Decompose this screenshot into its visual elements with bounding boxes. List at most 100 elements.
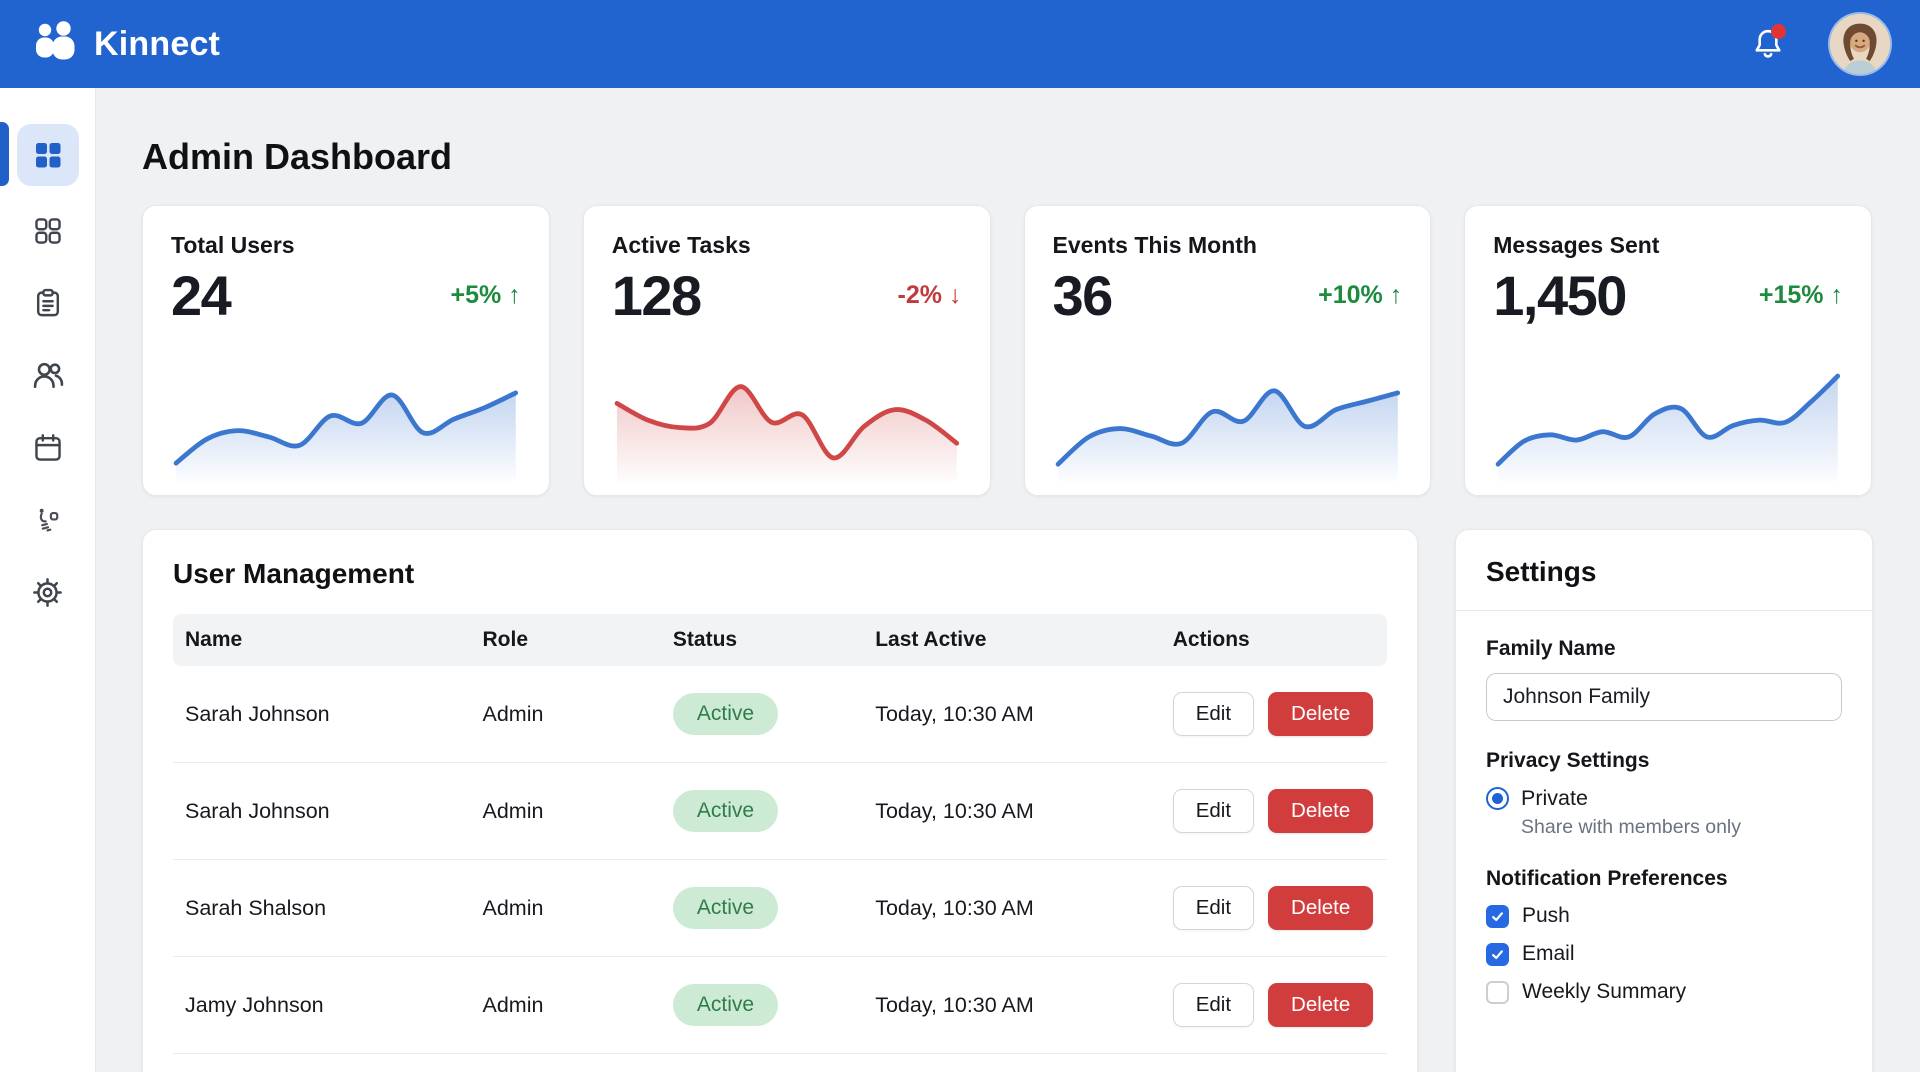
user-management-title: User Management bbox=[173, 558, 415, 589]
column-header: Actions bbox=[1172, 628, 1250, 651]
stat-delta: -2% ↓ bbox=[898, 281, 962, 310]
status-badge: Active bbox=[672, 693, 779, 735]
sidebar-item-settings[interactable] bbox=[31, 575, 65, 609]
page-title: Admin Dashboard bbox=[142, 136, 453, 177]
trend-sparkline bbox=[614, 384, 959, 481]
notification-preferences-label: Notification Preferences bbox=[1486, 867, 1728, 890]
cell-last-active: Today, 10:30 AM bbox=[875, 992, 1034, 1017]
cell-role: Admin bbox=[482, 798, 544, 823]
table-row: Sarah Johnson Admin Active Today, 10:30 … bbox=[173, 666, 1387, 763]
table-row: Jamy Johnson Admin Active Today, 10:30 A… bbox=[173, 957, 1387, 1054]
edit-button[interactable]: Edit bbox=[1172, 886, 1255, 930]
column-header: Name bbox=[185, 628, 243, 651]
stat-label: Events This Month bbox=[1052, 232, 1257, 258]
cell-name: Sarah Shalson bbox=[185, 895, 327, 920]
column-header: Role bbox=[482, 628, 529, 651]
sidebar-item-activity[interactable] bbox=[31, 503, 65, 537]
status-badge: Active bbox=[672, 790, 779, 832]
sidebar-item-members[interactable] bbox=[31, 358, 65, 392]
notifications-button[interactable] bbox=[1746, 22, 1790, 66]
stat-value: 36 bbox=[1052, 264, 1114, 327]
stat-card: Messages Sent 1,450 +15% ↑ bbox=[1464, 205, 1872, 496]
user-avatar[interactable] bbox=[1830, 14, 1890, 74]
family-name-label: Family Name bbox=[1486, 637, 1616, 660]
active-item-accent bbox=[0, 122, 9, 186]
trend-arrow-icon: ↓ bbox=[949, 281, 962, 309]
cell-role: Admin bbox=[482, 701, 544, 726]
privacy-option-caption: Share with members only bbox=[1521, 816, 1742, 838]
user-table: Name Role Status Last Active Actions Sarah J… bbox=[173, 614, 1387, 1054]
stat-card: Total Users 24 +5% ↑ bbox=[142, 205, 550, 496]
stat-label: Messages Sent bbox=[1493, 232, 1660, 258]
column-header: Status bbox=[672, 628, 738, 651]
cell-actions: Edit Delete bbox=[1172, 886, 1375, 930]
settings-card: Settings Family Name Privacy Settings Pr… bbox=[1455, 529, 1873, 1072]
cell-actions: Edit Delete bbox=[1172, 983, 1375, 1027]
stat-value: 24 bbox=[171, 264, 232, 327]
notification-option[interactable]: Weekly Summary bbox=[1486, 980, 1842, 1004]
notification-option-label: Email bbox=[1522, 942, 1575, 965]
cell-role: Admin bbox=[482, 895, 544, 920]
cell-last-active: Today, 10:30 AM bbox=[875, 798, 1034, 823]
stat-value: 128 bbox=[611, 264, 702, 327]
cell-name: Jamy Johnson bbox=[185, 992, 324, 1017]
user-management-card: User Management Name Role Status Last Activ… bbox=[142, 529, 1418, 1072]
checkbox-icon bbox=[1486, 904, 1509, 928]
privacy-option-label: Private bbox=[1521, 786, 1588, 810]
brand: Kinnect bbox=[30, 20, 221, 68]
stat-delta-text: -2% bbox=[897, 281, 942, 309]
family-name-input[interactable] bbox=[1486, 673, 1842, 721]
cell-name: Sarah Johnson bbox=[185, 701, 330, 726]
notification-option[interactable]: Email bbox=[1486, 942, 1842, 966]
table-row: Sarah Johnson Admin Active Today, 10:30 … bbox=[173, 763, 1387, 860]
users-icon bbox=[32, 359, 64, 391]
trend-arrow-icon: ↑ bbox=[1830, 281, 1844, 309]
status-badge: Active bbox=[672, 984, 779, 1026]
cell-actions: Edit Delete bbox=[1172, 789, 1375, 833]
brand-name: Kinnect bbox=[94, 24, 221, 63]
table-row: Sarah Shalson Admin Active Today, 10:30 … bbox=[173, 860, 1387, 957]
checkbox-icon bbox=[1486, 942, 1509, 966]
delete-button[interactable]: Delete bbox=[1268, 692, 1374, 736]
cell-role: Admin bbox=[482, 992, 544, 1017]
delete-button[interactable]: Delete bbox=[1268, 983, 1374, 1027]
cell-last-active: Today, 10:30 AM bbox=[875, 701, 1034, 726]
gear-icon bbox=[32, 577, 63, 608]
sidebar bbox=[0, 88, 96, 1072]
edit-button[interactable]: Edit bbox=[1172, 692, 1255, 736]
gesture-icon bbox=[33, 505, 63, 535]
notification-option[interactable]: Push bbox=[1486, 904, 1842, 928]
notification-option-label: Weekly Summary bbox=[1522, 980, 1687, 1003]
sidebar-item-apps[interactable] bbox=[31, 214, 65, 248]
edit-button[interactable]: Edit bbox=[1172, 789, 1255, 833]
status-badge: Active bbox=[672, 887, 779, 929]
stat-value: 1,450 bbox=[1493, 264, 1627, 327]
notification-option-label: Push bbox=[1522, 904, 1570, 927]
clipboard-icon bbox=[33, 288, 63, 318]
cell-status: Active bbox=[672, 790, 875, 832]
column-header: Last Active bbox=[875, 628, 987, 651]
stat-label: Total Users bbox=[171, 232, 295, 258]
trend-arrow-icon: ↑ bbox=[1389, 281, 1403, 309]
cell-actions: Edit Delete bbox=[1172, 692, 1375, 736]
calendar-icon bbox=[33, 433, 63, 463]
stat-delta-text: +10% bbox=[1318, 281, 1383, 309]
sidebar-item-tasks[interactable] bbox=[31, 286, 65, 320]
privacy-settings-label: Privacy Settings bbox=[1486, 749, 1650, 772]
privacy-option-private[interactable]: Private bbox=[1486, 786, 1842, 811]
delete-button[interactable]: Delete bbox=[1268, 886, 1374, 930]
grid-icon bbox=[33, 216, 63, 246]
notification-options: Push Email Weekly Summary bbox=[1486, 904, 1842, 1004]
sidebar-item-dashboard[interactable] bbox=[16, 124, 79, 186]
app-header: Kinnect bbox=[0, 0, 1920, 88]
edit-button[interactable]: Edit bbox=[1172, 983, 1255, 1027]
family-logo-icon bbox=[30, 20, 80, 68]
stat-card: Active Tasks 128 -2% ↓ bbox=[582, 205, 991, 496]
delete-button[interactable]: Delete bbox=[1268, 789, 1374, 833]
trend-arrow-icon: ↑ bbox=[508, 281, 521, 309]
trend-sparkline bbox=[173, 390, 519, 481]
stat-delta-text: +15% bbox=[1758, 281, 1824, 309]
sidebar-item-calendar[interactable] bbox=[31, 431, 65, 465]
table-body: Sarah Johnson Admin Active Today, 10:30 … bbox=[173, 666, 1387, 1054]
unread-dot bbox=[1771, 24, 1786, 39]
